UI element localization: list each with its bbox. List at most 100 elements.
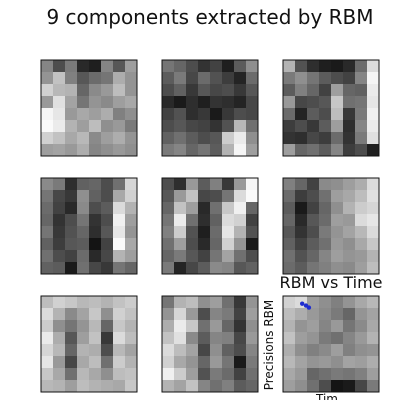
panel-7-cell [113, 308, 126, 321]
panel-5-cell [234, 250, 247, 263]
panel-8-cell [174, 332, 187, 345]
panel-4-cell [65, 262, 78, 275]
panel-6-cell [307, 262, 320, 275]
panel-7-cell [77, 332, 90, 345]
panel-3-cell [367, 132, 380, 145]
panel-3-cell [343, 120, 356, 133]
panel-4-cell [101, 250, 114, 263]
panel-3-cell [355, 144, 368, 157]
panel-4-cell [41, 238, 54, 251]
panel-5-cell [186, 262, 199, 275]
panel-9-cell [355, 380, 368, 393]
panel-2-cell [210, 144, 223, 157]
panel-4-cell [65, 238, 78, 251]
panel-7-cell [65, 368, 78, 381]
panel-5-cell [162, 190, 175, 203]
panel-1-cell [125, 60, 138, 73]
panel-1-cell [77, 132, 90, 145]
panel-6-cell [343, 250, 356, 263]
panel-1-cell [113, 132, 126, 145]
figure-title: 9 components extracted by RBM [46, 5, 373, 29]
panel-1-cell [101, 60, 114, 73]
panel-9-cell [355, 332, 368, 345]
panel-9-cell [295, 320, 308, 333]
panel-3 [282, 59, 380, 157]
panel-9-cell [367, 344, 380, 357]
panel-4-cell [89, 226, 102, 239]
panel-5-cell [234, 178, 247, 191]
panel-8-cell [246, 368, 259, 381]
panel-2-cell [234, 60, 247, 73]
panel-3-cell [331, 120, 344, 133]
panel-9-cell [295, 380, 308, 393]
panel-2-cell [246, 96, 259, 109]
panel-4-cell [53, 214, 66, 227]
panel-5-cell [246, 190, 259, 203]
panel-3-cell [307, 120, 320, 133]
panel-5-cell [234, 238, 247, 251]
panel-6-cell [355, 190, 368, 203]
panel-6-cell [283, 238, 296, 251]
panel-4-cell [113, 190, 126, 203]
panel-6-cell [319, 178, 332, 191]
panel-6-cell [367, 238, 380, 251]
panel-5-cell [210, 226, 223, 239]
panel-9-cell [283, 320, 296, 333]
panel-6-cell [343, 226, 356, 239]
panel-8-cell [222, 380, 235, 393]
panel-5-cell [210, 262, 223, 275]
panel-6-cell [331, 202, 344, 215]
panel-4-cell [77, 202, 90, 215]
panel-8-cell [222, 308, 235, 321]
panel-9-cell [295, 332, 308, 345]
panel-6-cell [355, 226, 368, 239]
panel-5-cell [222, 214, 235, 227]
panel-5-cell [174, 190, 187, 203]
panel-2-cell [198, 132, 211, 145]
panel-8-cell [234, 332, 247, 345]
panel-1-cell [77, 84, 90, 97]
panel-7-cell [65, 356, 78, 369]
panel-7-cell [89, 380, 102, 393]
panel-3-cell [355, 132, 368, 145]
panel-6-cell [319, 226, 332, 239]
panel-2-cell [186, 84, 199, 97]
panel-2-cell [210, 60, 223, 73]
panel-9-cell [307, 332, 320, 345]
panel-9-cell [307, 356, 320, 369]
panel-7-cell [113, 320, 126, 333]
panel-7-cell [89, 368, 102, 381]
panel-4-cell [125, 214, 138, 227]
panel-6-cell [343, 214, 356, 227]
panel-8-cell [174, 380, 187, 393]
panel-3-cell [343, 60, 356, 73]
panel-9-cell [295, 368, 308, 381]
panel-1-cell [125, 96, 138, 109]
panel-2-cell [198, 96, 211, 109]
panel-5-cell [174, 214, 187, 227]
panel-8-cell [222, 368, 235, 381]
panel-4-cell [125, 238, 138, 251]
panel-7-cell [77, 368, 90, 381]
panel-4-cell [101, 178, 114, 191]
panel-7-cell [101, 332, 114, 345]
panel-4-cell [53, 238, 66, 251]
panel-1-cell [101, 84, 114, 97]
panel-2-cell [174, 84, 187, 97]
panel-5-cell [186, 202, 199, 215]
panel-7-cell [65, 296, 78, 309]
panel-7-cell [113, 368, 126, 381]
panel-4-cell [65, 250, 78, 263]
panel-1-cell [41, 120, 54, 133]
panel-7-cell [77, 356, 90, 369]
panel-7-cell [41, 344, 54, 357]
panel-7-cell [41, 332, 54, 345]
panel-2-cell [246, 84, 259, 97]
panel-3-cell [319, 144, 332, 157]
panel-5-cell [246, 262, 259, 275]
panel-6-cell [331, 262, 344, 275]
panel-4-cell [89, 262, 102, 275]
panel-2-cell [186, 120, 199, 133]
panel-1-cell [65, 96, 78, 109]
panel-3-cell [295, 60, 308, 73]
